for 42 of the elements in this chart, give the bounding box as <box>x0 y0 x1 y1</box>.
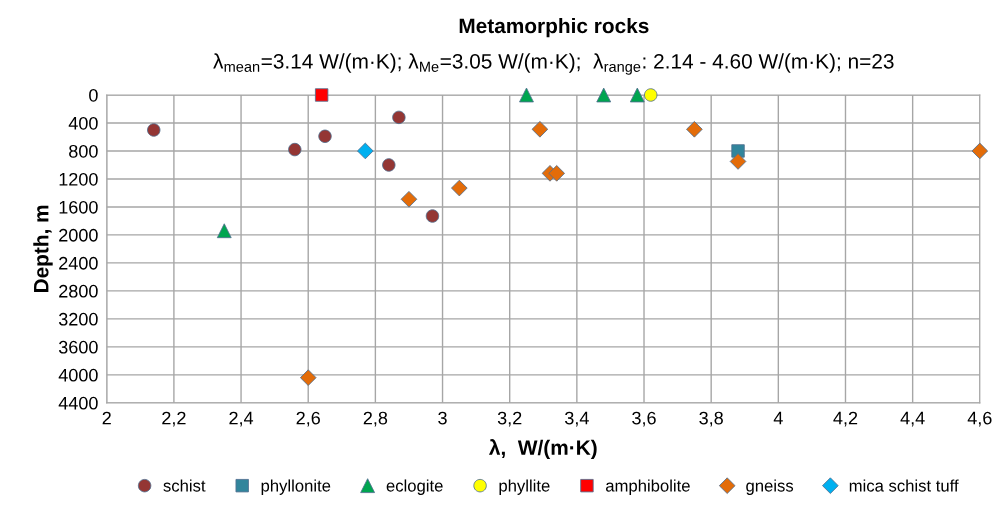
x-tick-label: 4,6 <box>967 411 992 427</box>
x-axis-title: λ, W/(m·K) <box>488 439 597 460</box>
x-tick-label: 3 <box>438 411 447 425</box>
chart-subtitle: λ$_{mean}$=3.14 W/(m·K); λ$_{Me}$=3.05 W/(m·K); λ$_{range}$: 2.14 - 4.60 W/(m·K); n=23 <box>213 53 894 75</box>
legend-label: phyllonite <box>261 479 331 495</box>
point <box>400 190 418 208</box>
x-tick-label: 2,4 <box>229 411 254 427</box>
x-tick-label: 3,2 <box>497 411 522 427</box>
x-tick-label: 3,6 <box>632 411 656 427</box>
point <box>357 142 374 160</box>
x-tick-label: 2 <box>102 411 111 425</box>
point <box>971 142 989 160</box>
legend-label: gneiss <box>746 479 794 495</box>
y-tick-label: 2800 <box>59 284 98 298</box>
y-tick-label: 4400 <box>58 396 98 410</box>
y-tick-label: 800 <box>69 144 98 158</box>
x-tick-label: 3,4 <box>565 411 589 427</box>
x-tick-label: 4 <box>773 411 783 425</box>
point <box>216 223 232 239</box>
x-tick-label: 2,8 <box>363 411 388 427</box>
chart-title: Metamorphic rocks <box>459 17 649 38</box>
legend-label: schist <box>163 479 206 492</box>
y-tick-label: 3200 <box>58 312 98 326</box>
legend-label: amphibolite <box>605 479 690 495</box>
x-tick-label: 2,6 <box>296 411 320 427</box>
y-tick-label: 400 <box>68 116 98 130</box>
y-tick-label: 2400 <box>59 256 98 270</box>
y-tick-label: 2000 <box>59 228 98 242</box>
legend-label: phyllite <box>499 479 550 495</box>
y-axis-title: Depth, m <box>33 205 53 293</box>
x-tick-label: 2,2 <box>162 411 186 427</box>
legend-label: eclogite <box>386 479 443 495</box>
y-tick-label: 3600 <box>58 340 98 354</box>
point <box>531 121 549 138</box>
y-tick-label: 1600 <box>59 200 98 214</box>
y-tick-label: 0 <box>89 88 98 102</box>
x-tick-label: 4,4 <box>900 411 925 427</box>
y-tick-label: 1200 <box>59 172 98 186</box>
y-tick-label: 4000 <box>58 368 98 382</box>
legend-label: mica schist tuff <box>849 479 959 492</box>
x-tick-label: 4,2 <box>833 411 858 427</box>
x-tick-label: 3,8 <box>699 411 723 427</box>
